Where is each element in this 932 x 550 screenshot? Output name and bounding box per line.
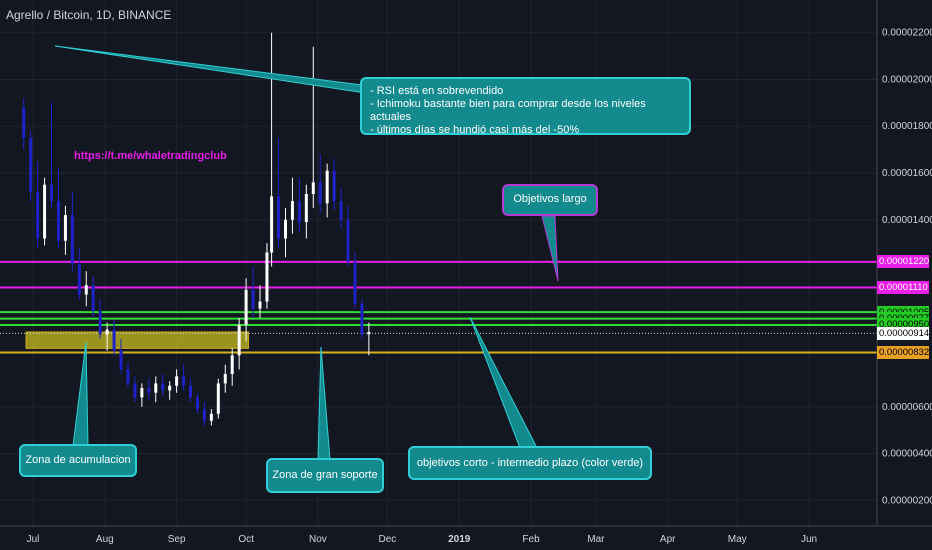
- y-tick-label: 0.00000200: [882, 495, 932, 506]
- telegram-link[interactable]: https://t.me/whaletradingclub: [74, 150, 227, 162]
- callout-objetivos-corto: objetivos corto - intermedio plazo (colo…: [408, 446, 652, 480]
- y-tick-label: 0.00001600: [882, 168, 932, 179]
- chart-title: Agrello / Bitcoin, 1D, BINANCE: [6, 8, 172, 22]
- x-axis[interactable]: Jul Aug Sep Oct Nov Dec 2019 Feb Mar Apr May Jun: [27, 534, 817, 545]
- accumulation-zone: [25, 331, 249, 349]
- candle-body: [189, 385, 193, 398]
- candle-body: [223, 374, 227, 384]
- candle-body: [332, 170, 336, 202]
- candle-body: [133, 383, 137, 398]
- candle-body: [353, 261, 357, 304]
- price-badge: 0.00001220: [877, 255, 930, 269]
- x-tick-label: Nov: [309, 534, 327, 545]
- candle-body: [258, 301, 262, 309]
- candle-body: [43, 184, 47, 239]
- y-tick-label: 0.00000400: [882, 449, 932, 460]
- candle-body: [237, 324, 241, 356]
- y-axis[interactable]: 0.00002200 0.00002000 0.00001800 0.00001600…: [882, 28, 932, 507]
- x-tick-label: Dec: [379, 534, 397, 545]
- y-tick-label: 0.00001800: [882, 121, 932, 132]
- candle-body: [270, 196, 274, 253]
- candle-body: [283, 219, 287, 239]
- candle-body: [195, 397, 199, 410]
- callout-objetivos-corto-text: objetivos corto - intermedio plazo (colo…: [416, 457, 644, 469]
- y-tick-label: 0.00000600: [882, 402, 932, 413]
- grid-lines: [0, 0, 877, 526]
- candle-body: [318, 182, 322, 204]
- candle-body: [168, 385, 172, 391]
- candle-body: [311, 182, 315, 195]
- candle-body: [22, 107, 26, 138]
- candle-body: [325, 170, 329, 204]
- candle-body: [98, 310, 102, 335]
- accumulation-zone-box: [25, 331, 249, 349]
- candle-body: [209, 413, 213, 421]
- pointer-largo: [541, 215, 559, 282]
- candle-body: [147, 388, 151, 393]
- candle-body: [36, 191, 40, 239]
- candle-body: [56, 201, 60, 241]
- y-tick-label: 0.00002000: [882, 74, 932, 85]
- y-tick-label: 0.00002200: [882, 28, 932, 39]
- y-tick-label: 0.00001400: [882, 215, 932, 226]
- callout-zona-soporte: Zona de gran soporte: [266, 458, 384, 493]
- callout-rsi-line-1: - RSI está en sobrevendido: [370, 85, 504, 97]
- candle-body: [367, 331, 371, 335]
- candle-body: [126, 369, 130, 384]
- candle-body: [29, 137, 33, 192]
- horizontal-levels: [0, 260, 877, 354]
- callout-zona-acumulacion: Zona de acumulacion: [19, 444, 137, 477]
- callout-rsi-line-3: - últimos días se hundió casi más del -5…: [370, 124, 580, 136]
- candle-body: [297, 201, 301, 223]
- candle-body: [339, 201, 343, 220]
- x-tick-label: Jun: [801, 534, 817, 545]
- candle-body: [50, 184, 54, 202]
- candle-body: [175, 376, 179, 386]
- callout-objetivos-largo: Objetivos largo: [502, 184, 598, 216]
- x-tick-label: Aug: [96, 534, 114, 545]
- candle-body: [304, 194, 308, 223]
- candle-body: [161, 383, 165, 391]
- x-tick-label: Oct: [238, 534, 254, 545]
- candle-body: [290, 201, 294, 220]
- x-tick-label: Mar: [587, 534, 605, 545]
- callout-pointers: [54, 45, 559, 461]
- candle-body: [202, 409, 206, 421]
- price-badge: 0.00001110: [877, 281, 929, 295]
- candle-body: [360, 303, 364, 335]
- candle-body: [244, 289, 248, 325]
- candle-body: [230, 355, 234, 375]
- x-tick-label: Apr: [660, 534, 676, 545]
- candle-body: [91, 285, 95, 311]
- callout-zona-acumulacion-text: Zona de acumulacion: [25, 454, 131, 466]
- callout-objetivos-largo-text: Objetivos largo: [513, 193, 587, 205]
- candle-body: [154, 383, 158, 393]
- candle-body: [182, 376, 186, 386]
- candle-body: [105, 329, 109, 335]
- candle-body: [112, 329, 116, 351]
- candle-body: [119, 350, 123, 370]
- callout-rsi-line-2: - Ichimoku bastante bien para comprar de…: [370, 98, 646, 123]
- callout-rsi: - RSI está en sobrevendido - Ichimoku ba…: [360, 77, 691, 136]
- candlestick-series: [22, 32, 371, 426]
- candle-body: [140, 388, 144, 398]
- x-tick-label: 2019: [448, 534, 471, 545]
- callout-zona-soporte-text: Zona de gran soporte: [272, 469, 378, 481]
- x-tick-label: Sep: [168, 534, 186, 545]
- price-badge: 0.00000914: [877, 326, 930, 340]
- x-tick-label: May: [728, 534, 747, 545]
- candle-body: [346, 219, 350, 262]
- candle-body: [265, 252, 269, 302]
- candle-body: [216, 383, 220, 414]
- candle-body: [84, 285, 88, 295]
- x-tick-label: Jul: [27, 534, 40, 545]
- candle-body: [63, 215, 67, 241]
- x-tick-label: Feb: [522, 534, 540, 545]
- candle-body: [251, 289, 255, 309]
- candle-body: [77, 264, 81, 295]
- candle-body: [277, 196, 281, 239]
- price-badge: 0.00000832: [877, 346, 930, 360]
- candle-body: [70, 215, 74, 265]
